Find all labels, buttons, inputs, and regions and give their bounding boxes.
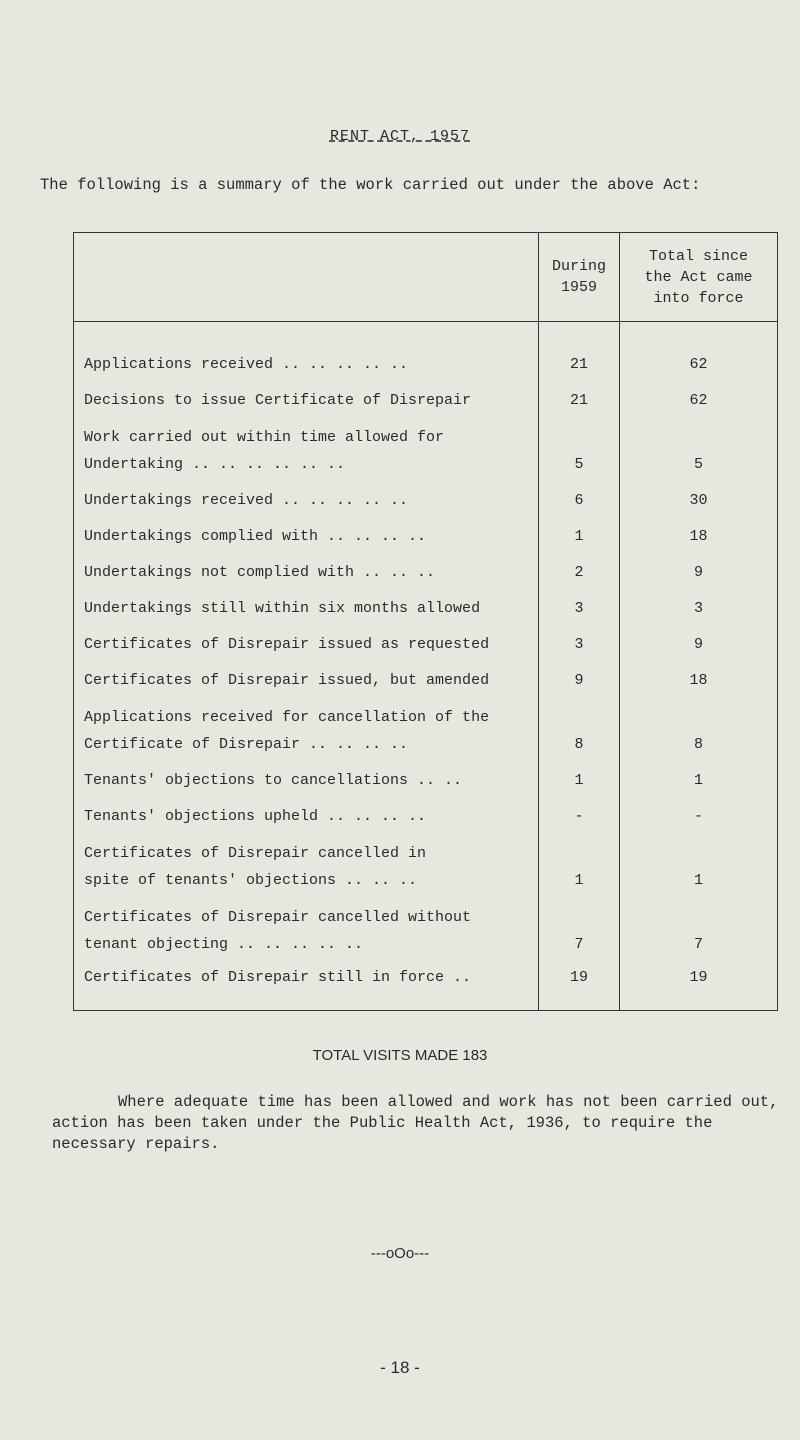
total-value: 1 [619, 758, 778, 794]
total-value: - [619, 794, 778, 830]
row-label: Undertakings received .. .. .. .. .. [73, 478, 539, 514]
table-row: Tenants' objections to cancellations .. … [73, 758, 778, 794]
during-value: 21 [538, 378, 620, 414]
table-row: Certificates of Disrepair still in force… [73, 958, 778, 1011]
table-row: Undertakings still within six months all… [73, 586, 778, 622]
total-value: 1 [619, 830, 778, 894]
during-value: 7 [538, 894, 620, 958]
total-value: 9 [619, 622, 778, 658]
row-label: Certificates of Disrepair issued as requ… [73, 622, 539, 658]
row-label: Tenants' objections upheld .. .. .. .. [73, 794, 539, 830]
note-paragraph: Where adequate time has been allowed and… [52, 1093, 779, 1153]
summary-table: During 1959 Total since the Act came int… [73, 232, 778, 1011]
document-title: RENT ACT, 1957 [329, 128, 471, 145]
during-value: 8 [538, 694, 620, 758]
during-value: 5 [538, 414, 620, 478]
page-number: - 18 - [380, 1358, 420, 1377]
table-row: Certificates of Disrepair cancelled in s… [73, 830, 778, 894]
row-label: Undertakings complied with .. .. .. .. [73, 514, 539, 550]
row-label: Applications received for cancellation o… [73, 694, 539, 758]
table-row: Undertakings not complied with .. .. .. 2… [73, 550, 778, 586]
total-value: 9 [619, 550, 778, 586]
during-value: 2 [538, 550, 620, 586]
table-row: Decisions to issue Certificate of Disrep… [73, 378, 778, 414]
separator: ---oOo--- [370, 1245, 430, 1262]
table-row: Undertakings received .. .. .. .. .. 6 30 [73, 478, 778, 514]
row-label: Applications received .. .. .. .. .. [73, 321, 539, 378]
total-value: 18 [619, 658, 778, 694]
during-value: 19 [538, 958, 620, 1011]
total-value: 7 [619, 894, 778, 958]
during-value: 9 [538, 658, 620, 694]
table-row: Certificates of Disrepair issued as requ… [73, 622, 778, 658]
total-value: 62 [619, 321, 778, 378]
header-blank [73, 232, 539, 322]
intro-text: The following is a summary of the work c… [40, 176, 701, 194]
row-label: Tenants' objections to cancellations .. … [73, 758, 539, 794]
row-label: Certificates of Disrepair still in force… [73, 958, 539, 1011]
during-value: 1 [538, 514, 620, 550]
during-value: 1 [538, 758, 620, 794]
table-row: Work carried out within time allowed for… [73, 414, 778, 478]
row-label: Decisions to issue Certificate of Disrep… [73, 378, 539, 414]
during-value: - [538, 794, 620, 830]
table-row: Applications received .. .. .. .. .. 21 62 [73, 321, 778, 378]
total-value: 62 [619, 378, 778, 414]
row-label: Certificates of Disrepair cancelled with… [73, 894, 539, 958]
row-label: Undertakings still within six months all… [73, 586, 539, 622]
total-value: 8 [619, 694, 778, 758]
during-value: 1 [538, 830, 620, 894]
table-row: Tenants' objections upheld .. .. .. .. - - [73, 794, 778, 830]
total-value: 19 [619, 958, 778, 1011]
table-row: Certificates of Disrepair cancelled with… [73, 894, 778, 958]
table-row: Applications received for cancellation o… [73, 694, 778, 758]
during-value: 3 [538, 622, 620, 658]
during-value: 21 [538, 321, 620, 378]
during-value: 3 [538, 586, 620, 622]
total-visits: TOTAL VISITS MADE 183 [312, 1047, 488, 1064]
total-value: 30 [619, 478, 778, 514]
row-label: Work carried out within time allowed for… [73, 414, 539, 478]
table-row: Undertakings complied with .. .. .. .. 1 1… [73, 514, 778, 550]
header-during: During 1959 [538, 232, 620, 322]
total-value: 3 [619, 586, 778, 622]
total-value: 5 [619, 414, 778, 478]
row-label: Certificates of Disrepair cancelled in s… [73, 830, 539, 894]
header-total: Total since the Act came into force [619, 232, 778, 322]
row-label: Certificates of Disrepair issued, but am… [73, 658, 539, 694]
row-label: Undertakings not complied with .. .. .. [73, 550, 539, 586]
total-value: 18 [619, 514, 778, 550]
table-row: Certificates of Disrepair issued, but am… [73, 658, 778, 694]
during-value: 6 [538, 478, 620, 514]
